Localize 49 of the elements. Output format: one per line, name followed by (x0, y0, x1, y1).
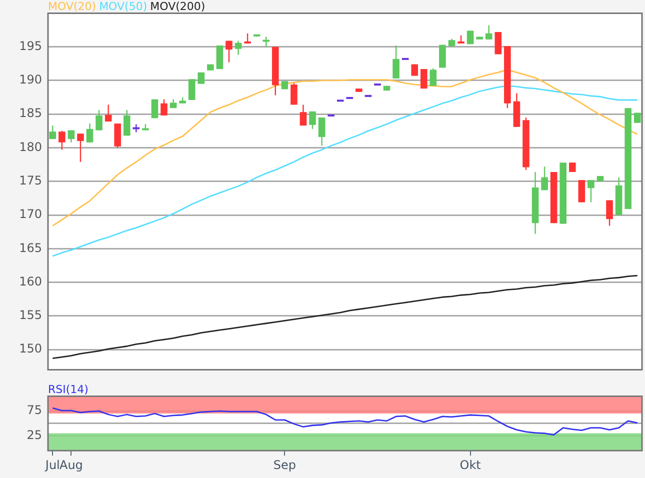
candlestick (123, 109, 130, 136)
candlestick (300, 104, 307, 126)
candlestick (430, 68, 437, 86)
candlestick (485, 24, 492, 40)
y-tick-label: 170 (19, 207, 42, 222)
candlestick (244, 32, 251, 44)
candlestick (114, 122, 122, 148)
y-tick-label: 195 (19, 38, 42, 53)
x-tick-label: Jul (44, 458, 60, 472)
candlestick (290, 82, 298, 106)
x-tick-label: Okt (460, 458, 482, 472)
x-tick-label: Sep (273, 458, 296, 472)
candlestick (104, 104, 112, 122)
candlestick (86, 122, 94, 143)
candlestick (318, 116, 326, 146)
candlestick (226, 40, 232, 63)
candlestick (309, 110, 316, 130)
y-tick-label: 75 (26, 403, 42, 418)
candlestick (494, 31, 502, 55)
candlestick (466, 30, 474, 45)
candlestick (578, 179, 586, 203)
y-tick-label: 190 (19, 72, 42, 87)
candlestick (77, 133, 84, 162)
text: MOV(20) (48, 0, 96, 14)
y-tick-label: 150 (19, 342, 42, 356)
text: MOV(50) (99, 0, 148, 14)
y-tick-label: 160 (19, 274, 42, 288)
candlestick (49, 124, 56, 140)
y-tick-label: 185 (19, 106, 42, 120)
candlestick (568, 162, 576, 173)
candlestick (160, 98, 168, 116)
candlestick (68, 130, 75, 143)
y-tick-label: 180 (19, 140, 42, 154)
y-tick-label: 155 (19, 308, 42, 322)
candlestick (58, 130, 66, 150)
candlestick (392, 44, 400, 80)
candlestick (541, 166, 548, 191)
candlestick (96, 109, 102, 131)
y-tick-label: 25 (26, 428, 42, 442)
text: MOV(200) (150, 0, 206, 14)
candlestick (588, 179, 594, 203)
x-tick-label: Aug (59, 458, 83, 472)
candlestick (188, 78, 196, 101)
y-tick-label: 165 (19, 240, 42, 255)
y-tick-label: 175 (19, 174, 42, 188)
chart-title: RSI(14) (48, 383, 88, 397)
candlestick (234, 40, 242, 56)
candlestick (606, 200, 613, 226)
candlestick (420, 68, 428, 90)
